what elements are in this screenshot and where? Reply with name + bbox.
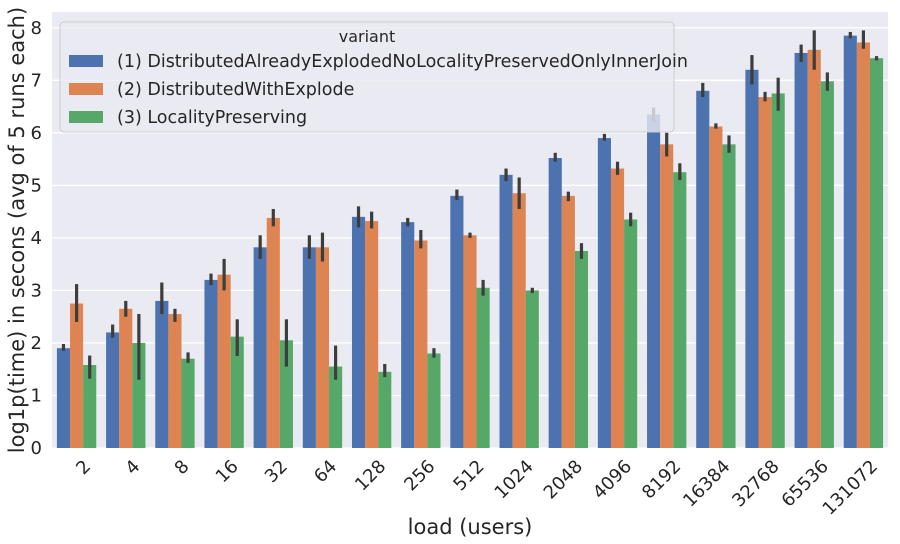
bar (329, 366, 343, 448)
bar (181, 358, 195, 448)
bar (414, 240, 428, 448)
bar (463, 235, 477, 448)
x-tick-label: 16 (212, 456, 243, 487)
bar (561, 195, 575, 448)
bar (856, 42, 870, 448)
bar (574, 251, 589, 448)
bars (56, 35, 884, 449)
bar (525, 290, 539, 448)
bar (315, 247, 330, 448)
bar (253, 247, 267, 448)
bar (279, 340, 293, 448)
legend-title: variant (339, 27, 396, 46)
bar (351, 216, 366, 448)
x-tick-label: 4096 (589, 456, 636, 503)
bar (660, 144, 674, 448)
bar (610, 168, 625, 448)
x-tick-label: 64 (310, 456, 341, 487)
legend-swatch (69, 83, 103, 95)
x-tick-label: 256 (400, 456, 439, 495)
bar (843, 35, 857, 449)
x-tick-label: 32 (261, 456, 292, 487)
y-tick-label: 2 (31, 333, 42, 354)
bar (168, 314, 182, 448)
bar (427, 353, 441, 448)
bar (56, 348, 71, 448)
bar (302, 247, 316, 448)
bar (758, 97, 772, 449)
bar (696, 90, 710, 449)
bar (217, 274, 231, 448)
bar (70, 303, 84, 448)
bar (499, 174, 513, 448)
y-tick-label: 4 (31, 228, 42, 249)
bar (745, 69, 759, 448)
legend-swatch (69, 55, 103, 67)
x-tick-label: 1024 (491, 456, 538, 503)
legend-swatch (69, 111, 103, 123)
bar (204, 279, 218, 448)
x-tick-label: 4 (121, 456, 144, 479)
bar (794, 52, 808, 448)
y-tick-label: 7 (31, 70, 42, 91)
bar (476, 287, 490, 448)
bar (709, 126, 723, 449)
bar (266, 217, 280, 448)
x-tick-label: 128 (351, 456, 390, 495)
legend-box (59, 21, 675, 133)
bar (378, 371, 392, 448)
bar (820, 81, 834, 449)
legend: variant (1) DistributedAlreadyExplodedNo… (59, 21, 688, 133)
y-tick-labels: 0 1 2 3 4 5 6 7 8 (31, 18, 42, 459)
bar (673, 172, 687, 449)
legend-entry: (1) DistributedAlreadyExplodedNoLocality… (117, 52, 688, 72)
bar (597, 138, 611, 448)
x-tick-label: 2 (72, 456, 95, 479)
bar (647, 114, 661, 448)
bar (771, 93, 785, 448)
bar (512, 193, 526, 448)
bar (722, 144, 736, 448)
x-tick-label: 131072 (819, 456, 882, 519)
x-tick-label: 8 (171, 456, 194, 479)
bar (119, 308, 133, 448)
x-tick-label: 32768 (728, 456, 783, 511)
error-bars (61, 30, 879, 380)
x-axis-label: load (users) (408, 515, 533, 539)
bar (624, 219, 638, 448)
bar (450, 195, 464, 448)
bar (869, 58, 884, 449)
x-tick-label: 512 (449, 456, 488, 495)
x-tick-labels: 2 4 8 16 32 64 128 256 512 1024 2048 4096 8192163843… (72, 456, 882, 519)
legend-entry: (3) LocalityPreserving (117, 108, 307, 128)
bar (365, 221, 379, 448)
bar (548, 158, 562, 448)
bar (106, 332, 120, 448)
bar (230, 336, 244, 448)
bar (401, 222, 415, 448)
y-tick-label: 1 (31, 385, 42, 406)
x-tick-label: 16384 (679, 456, 734, 511)
y-tick-label: 8 (31, 18, 42, 39)
y-tick-label: 0 (31, 438, 42, 459)
y-tick-label: 6 (31, 123, 42, 144)
bar (83, 365, 97, 448)
y-axis-label: log1p(time) in secons (avg of 5 runs eac… (5, 7, 29, 453)
legend-items: (1) DistributedAlreadyExplodedNoLocality… (69, 52, 688, 128)
y-tick-label: 3 (31, 280, 42, 301)
x-tick-label: 2048 (540, 456, 587, 503)
y-tick-label: 5 (31, 175, 42, 196)
legend-entry: (2) DistributedWithExplode (117, 80, 354, 100)
bar (155, 300, 169, 448)
bar (807, 49, 821, 448)
bar (132, 342, 146, 448)
